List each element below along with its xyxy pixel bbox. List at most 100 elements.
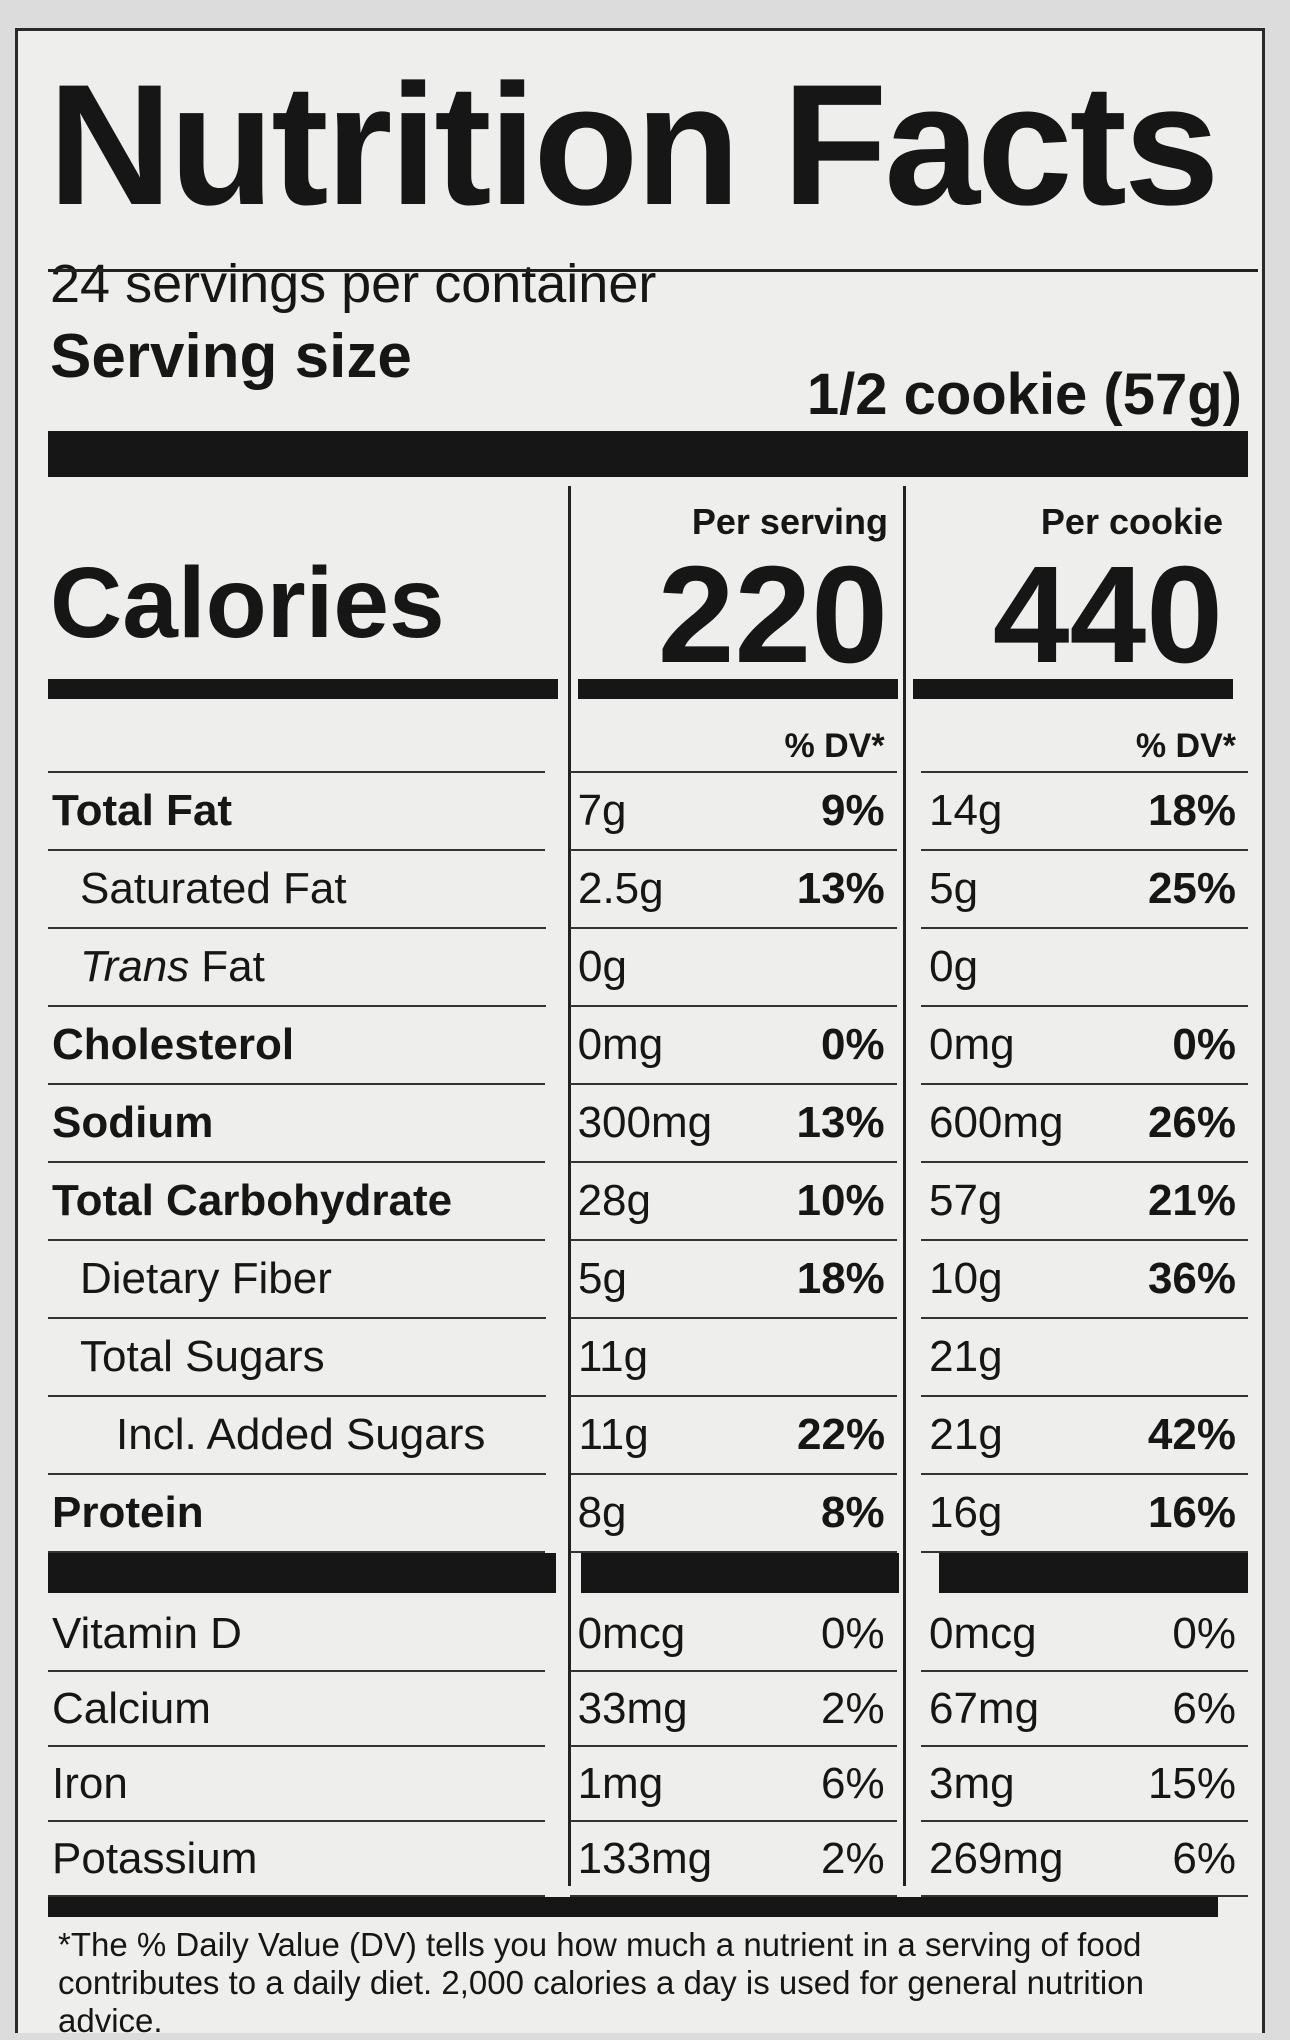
gap	[897, 1475, 921, 1553]
value-cell: 0mg 0%	[569, 1007, 897, 1085]
gap	[897, 1319, 921, 1397]
amount: 28g	[577, 1176, 651, 1225]
gap	[545, 1822, 569, 1897]
value-cell: 269mg 6%	[920, 1822, 1249, 1897]
nutrient-row: Saturated Fat 2.5g 13% 5g 25%	[48, 851, 1249, 929]
gap	[546, 1319, 570, 1397]
nutrient-name: Incl. Added Sugars	[116, 1410, 486, 1459]
value-cell: 5g 18%	[569, 1241, 897, 1319]
value-cell: 14g 18%	[920, 773, 1249, 851]
daily-value: 26%	[1147, 1098, 1237, 1147]
amount: 8g	[577, 1488, 627, 1537]
daily-value: 0%	[821, 1608, 885, 1658]
cell: % DV*	[569, 721, 897, 773]
nutrient-name: Vitamin D	[52, 1608, 242, 1658]
amount: 0g	[577, 942, 627, 991]
amount: 2.5g	[577, 864, 664, 913]
name-cell: Incl. Added Sugars	[48, 1397, 547, 1475]
amount: 16g	[928, 1488, 1003, 1537]
value-cell: 300mg 13%	[569, 1085, 897, 1163]
gap	[546, 1241, 570, 1319]
dv-heading: % DV*	[1135, 726, 1237, 765]
gap	[897, 851, 921, 929]
gap	[899, 1553, 939, 1593]
name-cell: Total Fat	[48, 773, 546, 851]
name-cell: Trans Fat	[48, 929, 546, 1007]
daily-value: 0%	[821, 1020, 885, 1069]
value-cell: 2.5g 13%	[569, 851, 897, 929]
value-cell: 8g 8%	[569, 1475, 897, 1553]
value-cell: 5g 25%	[921, 851, 1249, 929]
amount: 269mg	[928, 1833, 1064, 1883]
daily-value: 18%	[1147, 786, 1237, 835]
gap	[546, 1397, 570, 1475]
nutrient-row: Total Sugars 11g 21g	[48, 1319, 1249, 1397]
amount: 5g	[929, 864, 979, 913]
name-cell: Iron	[48, 1747, 546, 1822]
cell: % DV*	[920, 721, 1249, 773]
gap	[545, 1163, 569, 1241]
nutrient-name: Protein	[52, 1488, 204, 1537]
serving-size-value: 1/2 cookie (57g)	[806, 362, 1242, 427]
nutrition-label: Nutrition Facts 24 servings per containe…	[15, 28, 1265, 2039]
amount: 5g	[577, 1254, 627, 1303]
calories-value: 440	[992, 538, 1223, 692]
nutrient-row: Sodium 300mg 13% 600mg 26%	[48, 1085, 1249, 1163]
nutrient-name: Calcium	[52, 1683, 211, 1733]
daily-value: 2%	[821, 1683, 885, 1733]
daily-value: 2%	[821, 1833, 885, 1883]
gap	[545, 1597, 569, 1672]
amount: 0mg	[577, 1020, 664, 1069]
nutrient-table: % DV* % DV* Total Fat 7g 9% 14g 18% Saturated F…	[48, 721, 1249, 1897]
nutrient-name: Fat	[201, 942, 265, 991]
thick-bar	[580, 1553, 900, 1593]
nutrient-name: Sodium	[52, 1098, 214, 1147]
gap	[897, 1163, 921, 1241]
gap	[545, 1475, 569, 1553]
value-cell: 21g 42%	[921, 1397, 1248, 1475]
column-heading: Per cookie	[1040, 501, 1223, 542]
calories-label: Calories	[50, 547, 445, 659]
daily-value: 16%	[1147, 1488, 1237, 1537]
daily-value: 10%	[796, 1176, 885, 1225]
nutrient-name: Potassium	[52, 1833, 258, 1883]
thick-bar	[48, 1553, 556, 1593]
amount: 0mcg	[577, 1608, 686, 1658]
value-cell: 0mcg 0%	[920, 1597, 1249, 1672]
daily-value: 0%	[1172, 1608, 1237, 1658]
gap	[897, 1397, 921, 1475]
gap	[897, 773, 921, 851]
nutrient-name: Total Carbohydrate	[52, 1176, 453, 1225]
gap	[897, 1672, 921, 1747]
value-cell: 600mg 26%	[920, 1085, 1249, 1163]
gap	[545, 721, 569, 773]
gap	[556, 1553, 581, 1593]
thick-bar	[913, 679, 1233, 699]
gap	[897, 1747, 921, 1822]
amount: 3mg	[928, 1758, 1015, 1808]
amount: 0mcg	[928, 1608, 1037, 1658]
value-cell: 0g	[569, 929, 897, 1007]
name-cell: Saturated Fat	[48, 851, 546, 929]
gap	[545, 773, 569, 851]
value-cell: 57g 21%	[920, 1163, 1249, 1241]
nutrient-row: Total Carbohydrate 28g 10% 57g 21%	[48, 1163, 1249, 1241]
gap	[545, 1007, 569, 1085]
daily-value: 18%	[796, 1254, 885, 1303]
nutrient-row: Vitamin D 0mcg 0% 0mcg 0%	[48, 1597, 1249, 1672]
amount: 21g	[929, 1410, 1003, 1459]
daily-value: 36%	[1147, 1254, 1237, 1303]
gap	[897, 929, 921, 1007]
serving-size-label: Serving size	[50, 322, 412, 391]
nutrient-row: Cholesterol 0mg 0% 0mg 0%	[48, 1007, 1249, 1085]
nutrient-name: Total Fat	[52, 786, 233, 835]
nutrient-name: Cholesterol	[52, 1020, 295, 1069]
daily-value: 0%	[1172, 1020, 1237, 1069]
amount: 600mg	[928, 1098, 1064, 1147]
name-cell: Calcium	[48, 1672, 546, 1747]
title: Nutrition Facts	[48, 49, 1220, 241]
gap	[897, 1007, 921, 1085]
daily-value: 25%	[1147, 864, 1237, 913]
name-cell: Vitamin D	[48, 1597, 546, 1672]
name-cell: Dietary Fiber	[48, 1241, 546, 1319]
